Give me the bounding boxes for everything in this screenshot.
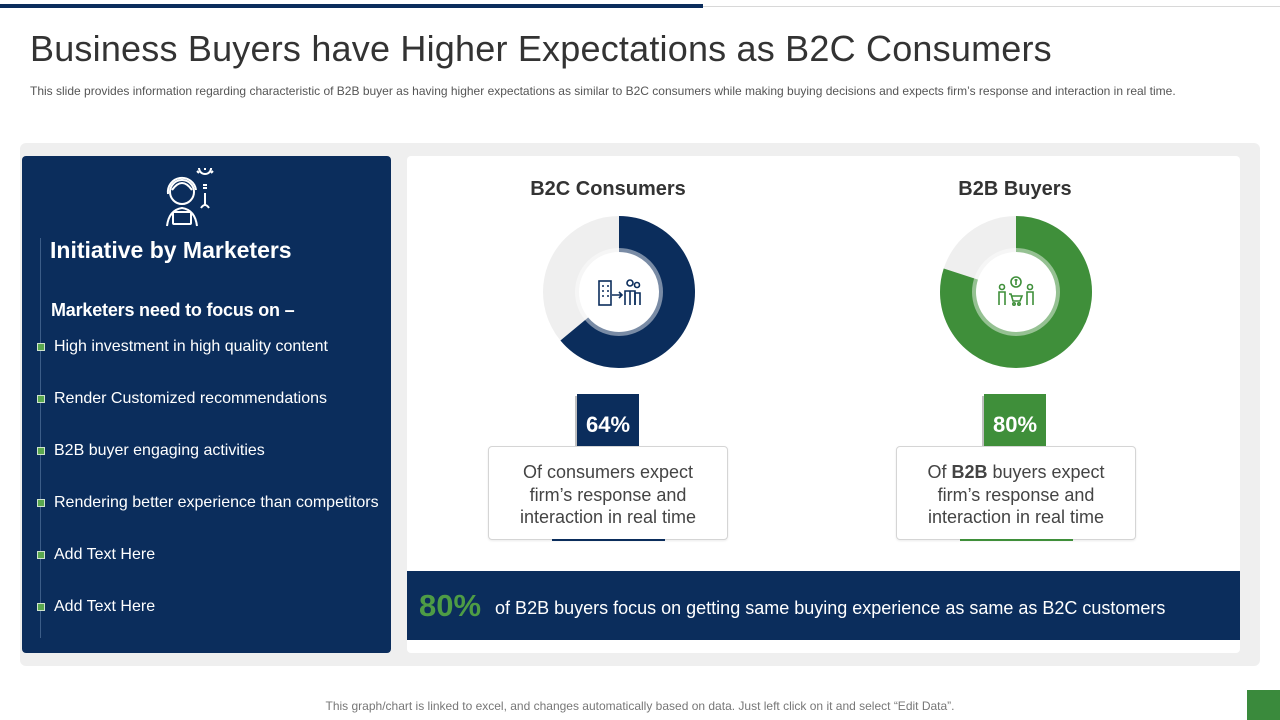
top-divider-line [703, 6, 1280, 7]
footer-note: This graph/chart is linked to excel, and… [325, 699, 955, 713]
b2b-donut-slice [940, 216, 1092, 368]
banner-text: of B2B buyers focus on getting same buyi… [495, 598, 1166, 618]
comparison-panel: B2C Consumers 64% Of consumers expect fi… [407, 156, 1240, 653]
b2b-donut-inner-ring [972, 248, 1060, 336]
list-item: Add Text Here [37, 596, 155, 618]
top-accent-bar [0, 4, 703, 8]
b2c-description-text: Of consumers expect firm’s response and … [519, 462, 697, 527]
corner-accent [1247, 690, 1280, 720]
page-subtitle: This slide provides information regardin… [30, 84, 1176, 98]
b2c-chart-title: B2C Consumers [530, 178, 686, 200]
list-item-label: Render Customized recommendations [54, 390, 328, 407]
b2b-percent-badge: 80% [984, 394, 1046, 456]
bullet-square-icon [37, 603, 45, 611]
b2b-chart-title: B2B Buyers [958, 178, 1072, 200]
list-item: High investment in high quality content [37, 336, 328, 358]
banner-percent: 80% [419, 587, 482, 623]
bullet-square-icon [37, 395, 45, 403]
list-item-label: Rendering better experience than competi… [54, 494, 379, 511]
b2b-description-box: Of B2B buyers expect firm’s response and… [896, 446, 1136, 541]
building-person-icon [598, 279, 641, 306]
b2c-description-underline [552, 539, 665, 541]
b2b-description-underline [960, 539, 1073, 541]
panel-heading: Initiative by Marketers [50, 237, 292, 263]
page-title: Business Buyers have Higher Expectations… [30, 28, 1052, 69]
b2c-description-box: Of consumers expect firm’s response and … [488, 446, 728, 541]
bullet-square-icon [37, 447, 45, 455]
initiative-panel: Initiative by Marketers Marketers need t… [22, 156, 391, 653]
b2b-description-text: Of B2B buyers expect firm’s response and… [927, 462, 1105, 527]
bullet-square-icon [37, 343, 45, 351]
list-item: Render Customized recommendations [37, 388, 327, 410]
bullet-square-icon [37, 499, 45, 507]
list-item-label: High investment in high quality content [54, 338, 328, 355]
b2b-donut-chart [940, 216, 1092, 368]
b2c-percent-badge: 64% [577, 394, 639, 456]
list-item-label: B2B buyer engaging activities [54, 442, 265, 459]
list-item: B2B buyer engaging activities [37, 440, 265, 462]
list-item-label: Add Text Here [54, 598, 156, 615]
b2c-donut-inner-ring [575, 248, 663, 336]
marketer-idea-icon [166, 168, 214, 227]
list-item: Add Text Here [37, 544, 155, 566]
panel-subheading: Marketers need to focus on – [51, 300, 295, 320]
list-item: Rendering better experience than competi… [37, 492, 379, 514]
bullet-square-icon [37, 551, 45, 559]
buyers-cart-icon [998, 276, 1034, 307]
summary-banner: 80% of B2B buyers focus on getting same … [407, 571, 1240, 640]
b2c-donut-chart [543, 216, 695, 368]
list-item-label: Add Text Here [54, 546, 156, 563]
panel-vertical-line [40, 238, 41, 638]
b2c-donut-slice [560, 216, 695, 368]
